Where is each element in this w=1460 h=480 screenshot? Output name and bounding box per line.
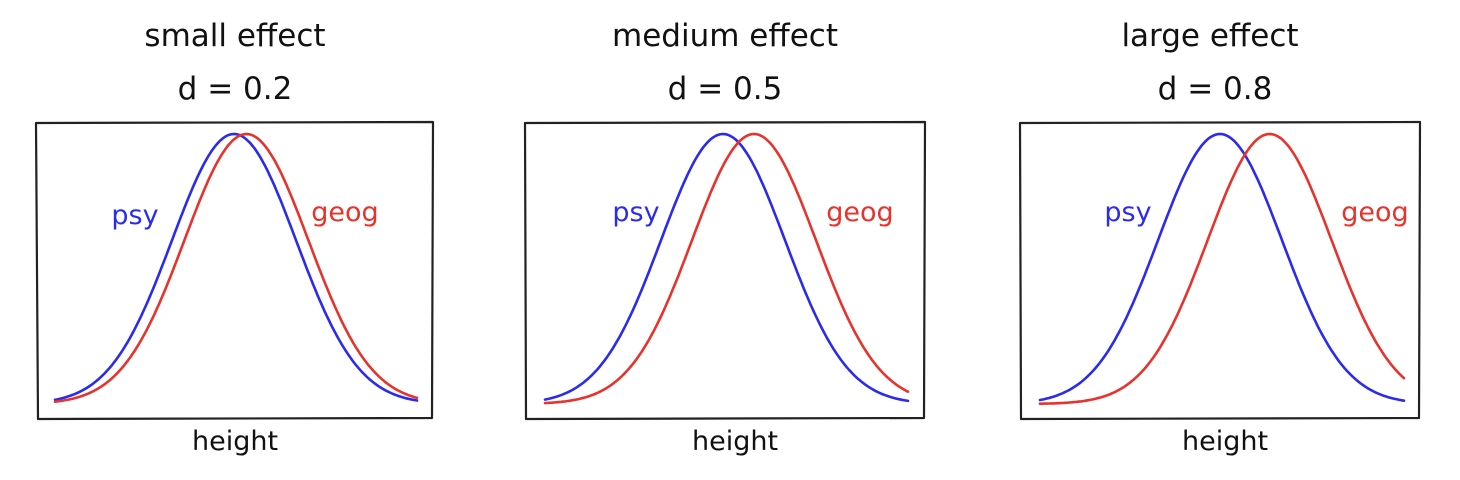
series-line-psy bbox=[1038, 132, 1406, 402]
chart-title: medium effect bbox=[612, 18, 838, 54]
chart-subtitle: d = 0.5 bbox=[668, 71, 783, 107]
chart-title: small effect bbox=[144, 18, 325, 54]
chart-panel-medium-effect: medium effect d = 0.5 psy geog height bbox=[523, 18, 927, 457]
chart-title: large effect bbox=[1121, 18, 1298, 54]
chart-panel-small-effect: small effect d = 0.2 psy geog height bbox=[34, 18, 435, 457]
chart-subtitle: d = 0.2 bbox=[178, 71, 293, 107]
plot-frame bbox=[523, 120, 927, 421]
series-line-psy bbox=[543, 132, 910, 403]
series-label-psy: psy bbox=[111, 200, 158, 231]
series-curves bbox=[543, 132, 910, 405]
x-axis-label: height bbox=[192, 426, 278, 457]
chart-subtitle: d = 0.8 bbox=[1158, 71, 1273, 107]
series-curves bbox=[1038, 132, 1406, 405]
plot-frame bbox=[34, 120, 435, 421]
series-label-psy: psy bbox=[1104, 197, 1151, 228]
series-label-psy: psy bbox=[612, 197, 659, 228]
chart-panel-large-effect: large effect d = 0.8 psy geog height bbox=[1018, 18, 1422, 457]
x-axis-label: height bbox=[1182, 426, 1268, 457]
series-line-geog bbox=[53, 132, 419, 403]
series-curves bbox=[53, 132, 419, 403]
series-label-geog: geog bbox=[311, 197, 378, 228]
series-label-geog: geog bbox=[1341, 197, 1408, 228]
x-axis-label: height bbox=[692, 426, 778, 457]
plot-frame bbox=[1018, 120, 1422, 421]
series-line-geog bbox=[543, 132, 910, 405]
series-label-geog: geog bbox=[826, 197, 893, 228]
series-line-psy bbox=[53, 132, 419, 402]
series-line-geog bbox=[1038, 132, 1406, 405]
